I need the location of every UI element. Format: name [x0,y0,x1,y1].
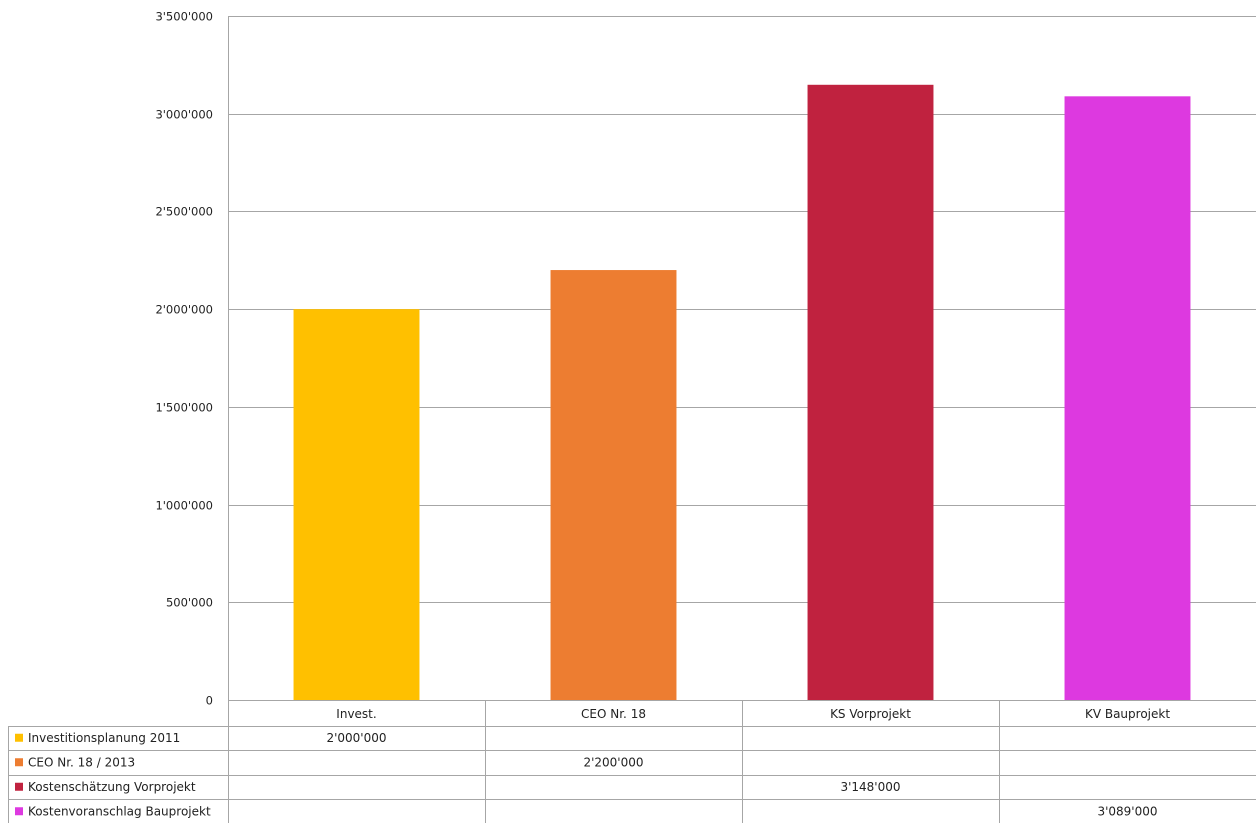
legend-key [15,807,23,816]
data-label: 2'200'000 [583,755,643,769]
y-tick-label: 1'000'000 [155,499,213,513]
category-label: KS Vorprojekt [830,707,911,721]
data-table: Invest. CEO Nr. 18 KS Vorprojekt KV Bauproj… [8,701,1256,823]
y-tick-label: 1'500'000 [155,401,213,415]
y-tick-label: 2'500'000 [155,205,213,219]
data-label: 3'148'000 [840,780,900,794]
y-tick-label: 3'000'000 [155,108,213,122]
y-tick-label: 3'500'000 [155,10,213,24]
bar [1064,96,1191,700]
bar [807,84,934,701]
y-axis: 0 500'000 1'000'000 1'500'000 2'000'000 2'500… [155,10,229,708]
legend-label: Kostenvoranschlag Bauprojekt [28,804,211,818]
data-label: 3'089'000 [1097,804,1157,818]
y-tick-label: 0 [206,694,213,708]
category-label: Invest. [336,707,376,721]
y-tick-label: 2'000'000 [155,303,213,317]
legend-label: Kostenschätzung Vorprojekt [28,780,196,794]
category-label: CEO Nr. 18 [581,707,646,721]
category-label: KV Bauprojekt [1085,707,1170,721]
legend-key [15,758,23,767]
bar [550,270,677,700]
legend-label: Investitionsplanung 2011 [28,731,180,745]
data-label: 2'000'000 [326,731,386,745]
legend-key [15,782,23,791]
bar [293,309,420,700]
y-tick-label: 500'000 [166,596,213,610]
legend-label: CEO Nr. 18 / 2013 [28,755,135,769]
legend-key [15,733,23,742]
bars [293,84,1191,701]
